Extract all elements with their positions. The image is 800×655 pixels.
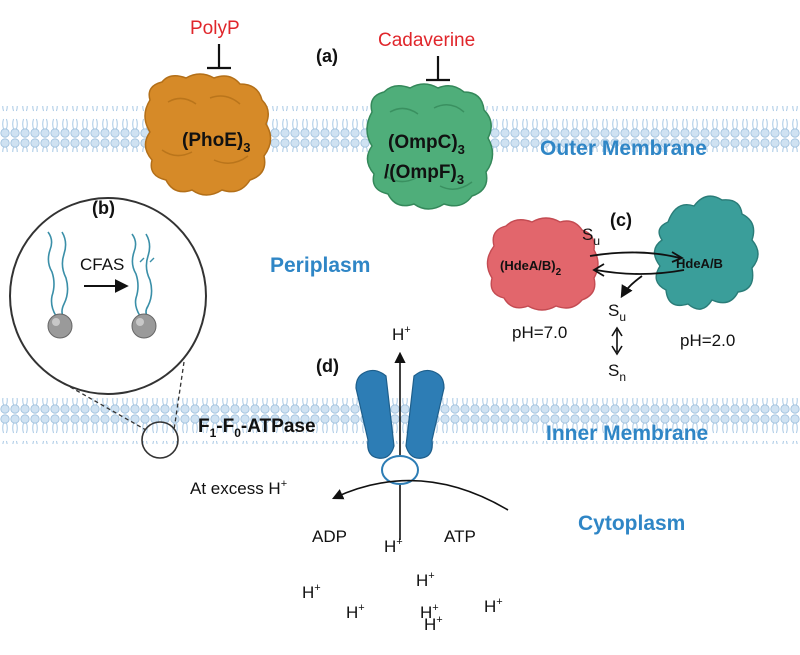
lipid-before-icon — [47, 231, 73, 339]
su-sn-double-arrow — [611, 326, 623, 356]
ph-neutral-label: pH=7.0 — [512, 323, 567, 342]
hdea-dimer-label: (HdeA/B)2 — [500, 258, 562, 278]
su-top-label: Su — [582, 225, 600, 248]
periplasm-label: Periplasm — [270, 254, 370, 277]
atp-to-adp-arrow — [331, 479, 509, 511]
outer-membrane-label: Outer Membrane — [540, 137, 707, 160]
ompc-label: (OmpC)3 — [388, 132, 465, 157]
cfas-label: CFAS — [80, 255, 124, 274]
proton-label: H+ — [384, 536, 403, 556]
panel-label-d: (d) — [316, 356, 339, 376]
hdea-mono-protein — [653, 195, 759, 310]
polyp-inhibition-icon — [207, 44, 231, 70]
proton-label: H+ — [420, 602, 439, 622]
cfas-zoom-circle — [9, 197, 207, 395]
equilibrium-arrows — [589, 251, 685, 299]
proton-label: H+ — [424, 614, 443, 634]
panel-label-c: (c) — [610, 210, 632, 230]
cadaverine-label: Cadaverine — [378, 30, 475, 51]
proton-top-label: H+ — [392, 324, 411, 344]
proton-label: H+ — [416, 570, 435, 590]
proton-label: H+ — [302, 582, 321, 602]
adp-label: ADP — [312, 527, 347, 546]
panel-label-b: (b) — [92, 198, 115, 218]
atp-label: ATP — [444, 527, 476, 546]
lipid-after-icon — [131, 233, 157, 339]
proton-label: H+ — [346, 602, 365, 622]
ompc-ompf-protein — [366, 83, 494, 210]
cadaverine-inhibition-icon — [426, 56, 450, 82]
su-bottom-label: Su — [608, 301, 626, 324]
cytoplasm-label: Cytoplasm — [578, 512, 685, 535]
atpase-label: F1-F0-ATPase — [198, 416, 316, 440]
excess-proton-label: At excess H+ — [190, 478, 287, 498]
hdea-dimer-protein — [486, 217, 599, 311]
sn-label: Sn — [608, 361, 626, 384]
ompf-label: /(OmpF)3 — [384, 162, 464, 187]
polyp-label: PolyP — [190, 18, 240, 39]
membrane-zoom-marker — [141, 421, 179, 459]
hdea-mono-label: HdeA/B — [676, 256, 723, 271]
ph-acid-label: pH=2.0 — [680, 331, 735, 350]
proton-label: H+ — [484, 596, 503, 616]
atpase-protein — [355, 369, 445, 485]
phoe-protein — [144, 73, 272, 196]
zoom-lines — [57, 361, 185, 431]
phoe-label: (PhoE)3 — [182, 130, 250, 155]
inner-membrane-label: Inner Membrane — [546, 422, 708, 445]
panel-label-a: (a) — [316, 46, 338, 66]
